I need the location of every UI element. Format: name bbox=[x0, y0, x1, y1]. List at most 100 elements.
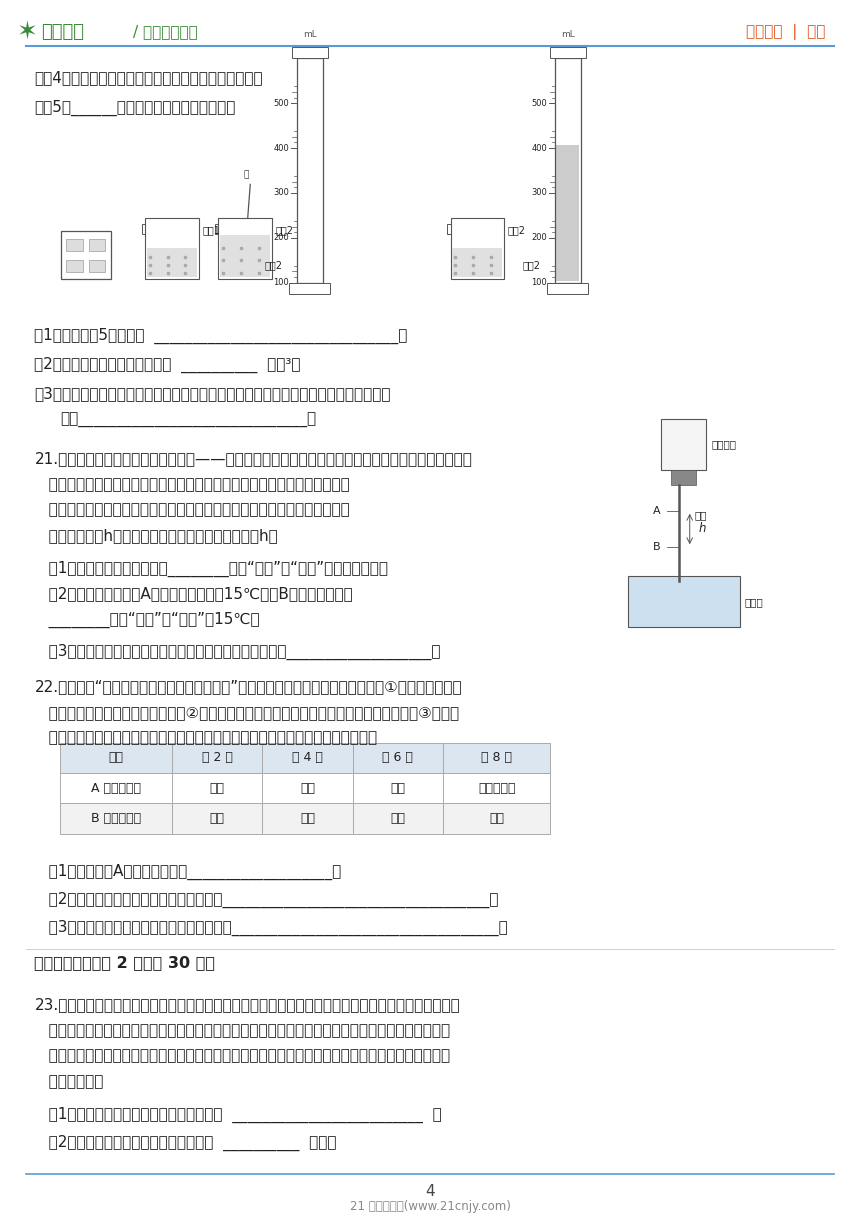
Text: 二一教育: 二一教育 bbox=[41, 23, 84, 40]
Bar bbox=[60, 743, 172, 773]
Bar bbox=[555, 58, 581, 282]
Bar bbox=[547, 282, 588, 293]
Bar bbox=[443, 743, 550, 773]
Text: 400: 400 bbox=[273, 143, 289, 152]
Text: ✶: ✶ bbox=[17, 19, 38, 44]
Text: 萎蔫: 萎蔫 bbox=[390, 812, 405, 824]
Text: 第 2 天: 第 2 天 bbox=[202, 751, 232, 764]
Text: 花瓶放在适宜的环境中，记录花朵的保鲜程度。观察、统计结果并记录如表所示：: 花瓶放在适宜的环境中，记录花朵的保鲜程度。观察、统计结果并记录如表所示： bbox=[34, 731, 378, 745]
Text: （1）请将步骤5填写完整  ________________________________。: （1）请将步骤5填写完整 ___________________________… bbox=[34, 327, 408, 344]
Text: 23.小鹤同学喜欢研究小动物。最近他突然想到一个问题，蚂蚁是如何寻找食物的呢？于是他设计了如下: 23.小鹤同学喜欢研究小动物。最近他突然想到一个问题，蚂蚁是如何寻找食物的呢？于… bbox=[34, 997, 460, 1013]
Bar bbox=[61, 231, 111, 278]
Text: 标记1: 标记1 bbox=[202, 225, 220, 236]
Bar bbox=[628, 576, 740, 627]
Bar bbox=[262, 773, 353, 804]
Bar bbox=[353, 743, 443, 773]
Text: 100: 100 bbox=[531, 278, 547, 287]
Text: 21.伽利略发明了世界上第一个温度计——伽利略温度计。小海查找了有关伽利略温度计的资料后，自制: 21.伽利略发明了世界上第一个温度计——伽利略温度计。小海查找了有关伽利略温度计… bbox=[34, 451, 472, 467]
Text: （2）小科同学测量积木的体积为  __________  厘米³。: （2）小科同学测量积木的体积为 __________ 厘米³。 bbox=[34, 356, 301, 373]
Bar bbox=[66, 240, 83, 252]
Text: 22.有人说：“碳酸饮料可延长鲜花的保鲜期。”小明对此表示怀疑并展开如下探究：①在两个相同的花: 22.有人说：“碳酸饮料可延长鲜花的保鲜期。”小明对此表示怀疑并展开如下探究：①… bbox=[34, 680, 462, 694]
Bar bbox=[218, 219, 272, 278]
Text: A 组（清水）: A 组（清水） bbox=[91, 782, 141, 794]
Text: 答：______________________________。: 答：______________________________。 bbox=[60, 412, 316, 428]
Text: 500: 500 bbox=[531, 98, 547, 108]
Bar bbox=[297, 58, 322, 282]
Text: 第 8 天: 第 8 天 bbox=[481, 751, 513, 764]
Text: 鲜艳: 鲜艳 bbox=[210, 812, 224, 824]
Text: ________（填“大于”或“小于”）15℃。: ________（填“大于”或“小于”）15℃。 bbox=[34, 612, 260, 627]
Bar bbox=[292, 47, 328, 58]
Text: 标记2: 标记2 bbox=[507, 225, 525, 236]
Text: 21 世纪教育网(www.21cnjy.com): 21 世纪教育网(www.21cnjy.com) bbox=[349, 1200, 511, 1212]
Bar bbox=[89, 260, 105, 272]
Text: 100: 100 bbox=[273, 278, 289, 287]
Bar bbox=[145, 219, 199, 278]
Text: 第 6 天: 第 6 天 bbox=[383, 751, 413, 764]
Text: 枯萎: 枯萎 bbox=[489, 812, 504, 824]
Text: 鲜艳: 鲜艳 bbox=[210, 782, 224, 794]
Bar bbox=[353, 773, 443, 804]
Text: 通过一个橡胶塞与小塑料瓶连通，吸管的下端竖直插在红墨水中，吸管中液: 通过一个橡胶塞与小塑料瓶连通，吸管的下端竖直插在红墨水中，吸管中液 bbox=[34, 502, 350, 517]
Bar bbox=[60, 773, 172, 804]
Text: 红墨水: 红墨水 bbox=[745, 597, 764, 607]
Text: 萎蔫: 萎蔫 bbox=[300, 782, 315, 794]
Bar bbox=[215, 225, 218, 233]
Text: 标记2: 标记2 bbox=[275, 225, 293, 236]
Text: 小塑料瓶: 小塑料瓶 bbox=[711, 439, 736, 449]
Text: （3）根据记录的结果分析，可得出的结论是___________________________________。: （3）根据记录的结果分析，可得出的结论是____________________… bbox=[34, 919, 508, 936]
Text: 枯萎: 枯萎 bbox=[390, 782, 405, 794]
Text: B 组（可乐）: B 组（可乐） bbox=[91, 812, 141, 824]
Text: 时间: 时间 bbox=[108, 751, 124, 764]
Bar bbox=[147, 248, 197, 276]
Bar bbox=[172, 743, 262, 773]
Bar bbox=[443, 804, 550, 833]
Bar bbox=[262, 743, 353, 773]
Text: （1）小明设计A组实验的目的是___________________。: （1）小明设计A组实验的目的是___________________。 bbox=[34, 863, 341, 880]
Bar bbox=[60, 804, 172, 833]
Bar bbox=[142, 225, 145, 233]
Bar bbox=[447, 225, 451, 233]
Text: 300: 300 bbox=[273, 188, 289, 197]
Bar bbox=[262, 804, 353, 833]
Text: 了如图的测温装置。小塑料瓶内充满了空气，水槽中的液体为红墨水，吸管: 了如图的测温装置。小塑料瓶内充满了空气，水槽中的液体为红墨水，吸管 bbox=[34, 477, 350, 491]
Bar bbox=[443, 773, 550, 804]
Text: 标记2: 标记2 bbox=[522, 260, 540, 270]
Text: 第 4 天: 第 4 天 bbox=[292, 751, 322, 764]
Text: 针: 针 bbox=[243, 170, 249, 180]
Text: （2）小明设计的实验方案有何不足之处？___________________________________。: （2）小明设计的实验方案有何不足之处？_____________________… bbox=[34, 891, 499, 908]
Bar bbox=[220, 236, 270, 276]
Text: 在里面乱撞。: 在里面乱撞。 bbox=[34, 1074, 104, 1088]
Bar bbox=[451, 219, 504, 278]
Text: mL: mL bbox=[561, 30, 574, 39]
Bar bbox=[172, 773, 262, 804]
Bar bbox=[550, 47, 586, 58]
Text: 三、探究题（每空 2 分，共 30 分）: 三、探究题（每空 2 分，共 30 分） bbox=[34, 955, 215, 970]
Bar bbox=[452, 248, 502, 276]
Bar bbox=[556, 145, 579, 281]
Bar bbox=[672, 469, 696, 485]
Text: h: h bbox=[698, 523, 706, 535]
Text: 400: 400 bbox=[531, 143, 547, 152]
Text: （2）若该测温装置上A点所对应的温度为15℃，则B点对应的温度应: （2）若该测温装置上A点所对应的温度为15℃，则B点对应的温度应 bbox=[34, 586, 353, 601]
Text: 精品试卷  |  科学: 精品试卷 | 科学 bbox=[746, 23, 826, 40]
Text: 步骤4：将烧杯中的乐高积木小心取出（积木不沾水）。: 步骤4：将烧杯中的乐高积木小心取出（积木不沾水）。 bbox=[34, 71, 263, 85]
Bar bbox=[661, 418, 706, 469]
Bar bbox=[289, 282, 330, 293]
Text: / 让教学更有效: / 让教学更有效 bbox=[133, 24, 198, 39]
Text: 步骤5：______；读出量筒内剩余水的体积。: 步骤5：______；读出量筒内剩余水的体积。 bbox=[34, 100, 236, 116]
Text: （3）小明指出了小科用的量筒量程太大，会引起较大误差。你有什么方法来减小误差？: （3）小明指出了小科用的量筒量程太大，会引起较大误差。你有什么方法来减小误差？ bbox=[34, 385, 391, 401]
Text: 枯萎、掉叶: 枯萎、掉叶 bbox=[478, 782, 515, 794]
Text: 200: 200 bbox=[273, 233, 289, 242]
Text: A: A bbox=[653, 506, 660, 516]
Text: （1）该温度计的工作原理是________（填“液体”或“气体”）的热膨冷缩。: （1）该温度计的工作原理是________（填“液体”或“气体”）的热膨冷缩。 bbox=[34, 561, 389, 576]
Text: （1）小鹤在进行实验前所作的科学假设是  _________________________  。: （1）小鹤在进行实验前所作的科学假设是 ____________________… bbox=[34, 1107, 442, 1122]
Text: 300: 300 bbox=[531, 188, 547, 197]
Text: 200: 200 bbox=[531, 233, 547, 242]
Text: 柱的高度记为h。小海分别测出了不同温度下的高度h。: 柱的高度记为h。小海分别测出了不同温度下的高度h。 bbox=[34, 528, 278, 542]
Text: 瓶里分别加入等量的清水、可乐；②在每个花瓶里各插入一枝生长状况相同的玫瑰花枝条；③将两个: 瓶里分别加入等量的清水、可乐；②在每个花瓶里各插入一枝生长状况相同的玫瑰花枝条；… bbox=[34, 705, 459, 720]
Text: （3）若想提高该测温装置的精确度，可采用的改进措施有___________________。: （3）若想提高该测温装置的精确度，可采用的改进措施有______________… bbox=[34, 644, 441, 660]
Bar bbox=[89, 240, 105, 252]
Text: 500: 500 bbox=[273, 98, 289, 108]
Bar bbox=[353, 804, 443, 833]
